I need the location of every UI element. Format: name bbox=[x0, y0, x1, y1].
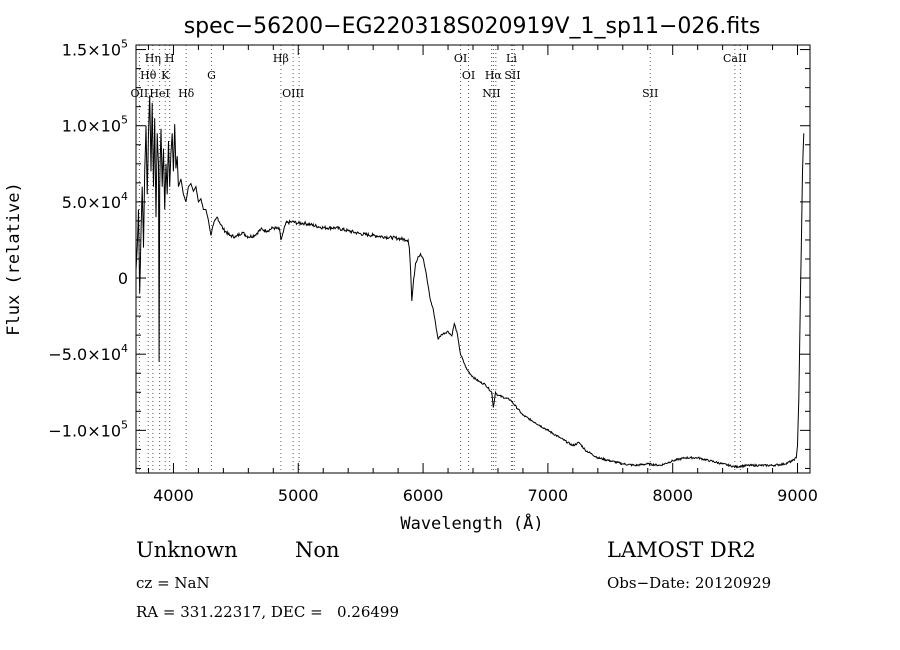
line-label: Hα bbox=[485, 69, 503, 82]
line-label: H bbox=[165, 52, 175, 65]
y-tick-label: −1.0×105 bbox=[48, 418, 128, 440]
x-tick-label: 9000 bbox=[777, 486, 818, 505]
y-tick-label: 0 bbox=[118, 269, 128, 288]
line-label: OIII bbox=[282, 87, 304, 100]
spectrum-series bbox=[135, 95, 805, 469]
obs-date-text: Obs−Date: 20120929 bbox=[607, 574, 772, 592]
y-tick-label: 1.0×105 bbox=[62, 114, 128, 136]
x-tick-label: 6000 bbox=[403, 486, 444, 505]
spectral-line-markers bbox=[138, 45, 741, 473]
x-tick-label: 7000 bbox=[528, 486, 569, 505]
x-tick-label: 8000 bbox=[652, 486, 693, 505]
coordinates-text: RA = 331.22317, DEC = 0.26499 bbox=[136, 603, 400, 621]
object-class: Unknown bbox=[136, 538, 238, 562]
line-label: OII bbox=[131, 87, 149, 100]
chart-title: spec−56200−EG220318S020919V_1_sp11−026.f… bbox=[184, 14, 761, 39]
x-tick-label: 4000 bbox=[153, 486, 194, 505]
line-label: Li bbox=[506, 52, 517, 65]
y-tick-label: −5.0×104 bbox=[48, 342, 128, 364]
redshift-text: cz = NaN bbox=[136, 574, 210, 592]
line-label: OI bbox=[454, 52, 467, 65]
line-label: Hθ bbox=[140, 69, 157, 82]
line-label: SII bbox=[504, 69, 520, 82]
line-label: NII bbox=[482, 87, 500, 100]
line-label: Hη bbox=[145, 52, 161, 65]
x-tick-label: 5000 bbox=[278, 486, 319, 505]
y-axis-label: Flux (relative) bbox=[4, 182, 24, 336]
x-axis: 4000 5000 6000 7000 8000 9000 bbox=[147, 45, 818, 505]
line-label: G bbox=[207, 69, 216, 82]
y-tick-label: 1.5×105 bbox=[62, 38, 128, 60]
line-label: CaII bbox=[723, 52, 747, 65]
y-tick-label: 5.0×104 bbox=[62, 190, 128, 212]
line-label: SII bbox=[642, 87, 658, 100]
y-axis: 1.5×105 1.0×105 5.0×104 0 −5.0×104 −1.0×105 bbox=[48, 38, 810, 469]
x-axis-label: Wavelength (Å) bbox=[400, 512, 543, 534]
object-subclass: Non bbox=[295, 538, 340, 562]
line-label: HeI bbox=[149, 87, 169, 100]
plot-frame bbox=[135, 44, 811, 474]
line-label: OI bbox=[462, 69, 475, 82]
survey-name: LAMOST DR2 bbox=[607, 538, 756, 562]
line-label: K bbox=[161, 69, 170, 82]
line-label: Hβ bbox=[273, 52, 289, 65]
line-label: Hδ bbox=[178, 87, 195, 100]
